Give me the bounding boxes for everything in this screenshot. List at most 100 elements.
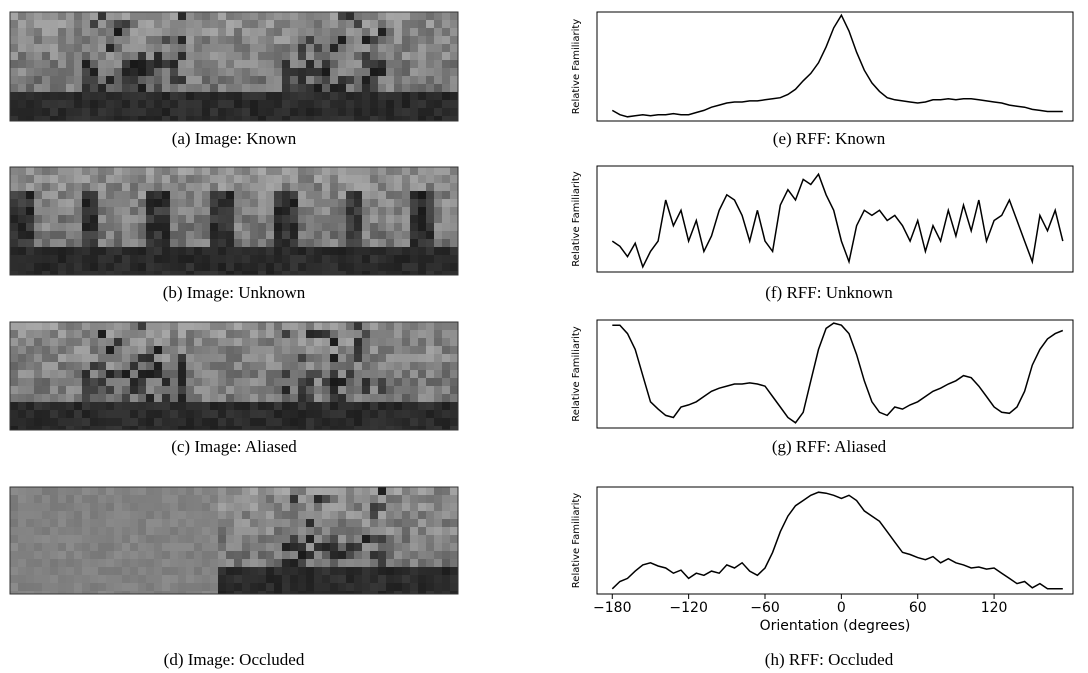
pixel [338,487,346,495]
pixel [26,108,34,116]
pixel [370,116,378,121]
pixel [434,28,442,36]
pixel [274,76,282,84]
pixel [290,215,298,223]
pixel [266,370,274,378]
pixel [402,175,410,183]
pixel [130,271,138,275]
pixel [74,503,82,511]
pixel [66,503,74,511]
pixel [282,330,290,338]
pixel [10,215,18,223]
pixel [274,362,282,370]
pixel [282,84,290,92]
pixel [66,495,74,503]
pixel [186,418,194,426]
pixel [50,354,58,362]
pixel [162,44,170,52]
pixel [258,378,266,386]
pixel [18,191,26,199]
pixel [154,207,162,215]
pixel [218,330,226,338]
pixel [386,28,394,36]
pixel [250,511,258,519]
pixel [82,527,90,535]
image-caption: (c) Image: Aliased [171,437,297,456]
pixel [90,247,98,255]
pixel [82,20,90,28]
pixel [258,20,266,28]
pixel [298,362,306,370]
pixel [50,116,58,121]
pixel [90,108,98,116]
pixel [130,559,138,567]
pixel [242,378,250,386]
pixel [122,108,130,116]
plot-frame [597,166,1073,272]
pixel [226,255,234,263]
pixel [122,191,130,199]
pixel [170,394,178,402]
pixel [106,551,114,559]
pixel [82,183,90,191]
pixel [378,191,386,199]
pixel [314,410,322,418]
pixel [218,378,226,386]
pixel [170,175,178,183]
pixel [178,418,186,426]
pixel [274,354,282,362]
pixel [114,338,122,346]
pixel [186,426,194,430]
pixel [42,116,50,121]
pixel [330,183,338,191]
pixel [138,559,146,567]
pixel [114,215,122,223]
pixel [162,175,170,183]
pixel [450,20,458,28]
pixel [274,100,282,108]
pixel [258,503,266,511]
pixel [138,247,146,255]
pixel [194,330,202,338]
pixel [394,92,402,100]
pixel [330,84,338,92]
pixel [58,60,66,68]
pixel [370,567,378,575]
pixel [218,231,226,239]
pixel [250,567,258,575]
pixel [58,551,66,559]
chart-caption: (g) RFF: Aliased [772,437,887,456]
pixel [218,20,226,28]
pixel [250,338,258,346]
pixel [250,175,258,183]
pixel [258,255,266,263]
pixel [26,370,34,378]
pixel [82,231,90,239]
pixel [266,44,274,52]
pixel [130,402,138,410]
pixel [282,322,290,330]
pixel [170,100,178,108]
pixel [338,76,346,84]
pixel [98,535,106,543]
pixel [322,191,330,199]
pixel [450,402,458,410]
pixel [362,68,370,76]
pixel [202,551,210,559]
pixel [330,100,338,108]
pixel [122,68,130,76]
pixel [138,583,146,591]
pixel [186,386,194,394]
pixel [410,52,418,60]
pixel [338,116,346,121]
pixel [426,44,434,52]
pixel [418,402,426,410]
pixel [426,535,434,543]
pixel [266,175,274,183]
pixel [74,495,82,503]
pixel [306,271,314,275]
pixel [90,426,98,430]
pixel [98,583,106,591]
pixel [10,535,18,543]
pixel [122,370,130,378]
